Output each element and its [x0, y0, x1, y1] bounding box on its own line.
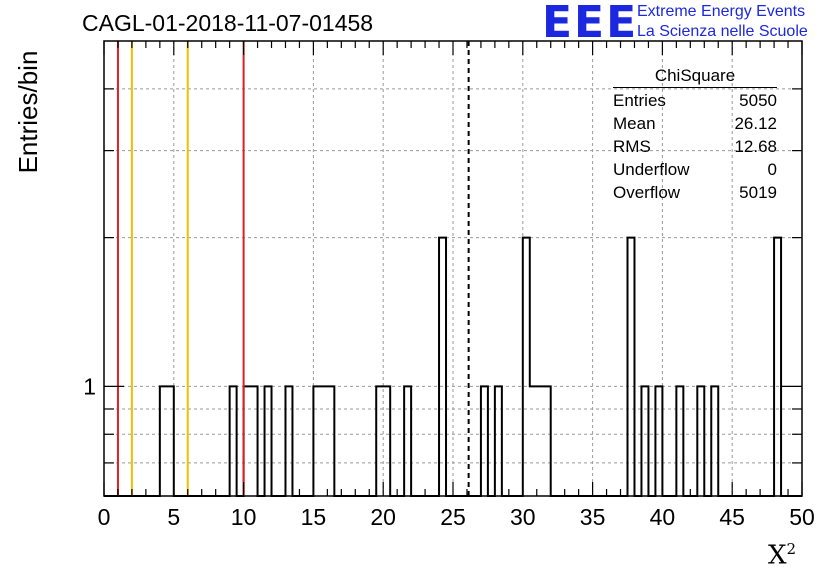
y-tick-label: 1	[83, 373, 96, 399]
histogram-bar	[230, 386, 237, 496]
chart-title: CAGL-01-2018-11-07-01458	[82, 10, 374, 36]
x-axis-label: X2	[768, 540, 796, 571]
logo-line-1: Extreme Energy Events	[637, 3, 806, 20]
stats-value: 0	[767, 160, 777, 179]
stats-value: 26.12	[734, 114, 777, 133]
stats-label: Overflow	[613, 183, 681, 202]
histogram-bar	[251, 386, 258, 496]
stats-label: RMS	[613, 137, 651, 156]
stats-label: Underflow	[613, 160, 690, 179]
stats-row-underflow: Underflow 0	[613, 158, 777, 181]
histogram-bar	[327, 386, 334, 496]
tick-marks	[103, 41, 803, 496]
histogram-bar	[167, 386, 174, 496]
histogram-bar	[404, 386, 411, 496]
reference-lines	[116, 41, 470, 496]
eee-logo: EEE	[542, 0, 639, 48]
histogram-bar	[523, 238, 530, 496]
histogram-bar	[265, 386, 272, 496]
x-tick-label: 40	[650, 504, 676, 530]
histogram-bar	[320, 386, 327, 496]
histogram-bar	[774, 238, 781, 496]
histogram-bar	[313, 386, 320, 496]
histogram-bar	[439, 238, 446, 496]
stats-title: ChiSquare	[613, 66, 777, 88]
x-tick-label: 0	[98, 504, 111, 530]
histogram-bar	[676, 386, 683, 496]
x-tick-label: 45	[719, 504, 745, 530]
histogram-bar	[537, 386, 544, 496]
histogram-bar	[544, 386, 551, 496]
x-axis-label-superscript: 2	[786, 540, 797, 558]
stats-value: 5019	[739, 183, 777, 202]
histogram-bar	[495, 386, 502, 496]
histogram-bar	[711, 386, 718, 496]
x-axis-label-base: X	[768, 540, 787, 571]
histogram-bar	[376, 386, 383, 496]
histogram-bar	[383, 386, 390, 496]
stats-label: Mean	[613, 114, 656, 133]
logo-line-2: La Scienza nelle Scuole	[637, 23, 808, 40]
stats-value: 5050	[739, 91, 777, 110]
stats-box: ChiSquare Entries 5050 Mean 26.12 RMS 12.68…	[613, 66, 777, 204]
x-tick-label: 30	[510, 504, 536, 530]
stats-row-overflow: Overflow 5019	[613, 181, 777, 204]
x-tick-label: 25	[440, 504, 466, 530]
histogram-bar	[160, 386, 167, 496]
y-axis-label: Entries/bin	[13, 50, 43, 174]
stats-value: 12.68	[734, 137, 777, 156]
x-tick-label: 5	[167, 504, 180, 530]
stats-row-entries: Entries 5050	[613, 89, 777, 112]
histogram-bar	[285, 386, 292, 496]
stats-row-rms: RMS 12.68	[613, 135, 777, 158]
x-tick-label: 10	[231, 504, 257, 530]
x-tick-label: 50	[789, 504, 815, 530]
histogram-bar	[481, 386, 488, 496]
x-tick-label: 15	[301, 504, 327, 530]
histogram-bar	[655, 386, 662, 496]
x-tick-label: 35	[580, 504, 606, 530]
histogram-bar	[628, 238, 635, 496]
stats-row-mean: Mean 26.12	[613, 112, 777, 135]
tick-labels: 0 5 10 15 20 25 30 35 40 45 50 1	[83, 373, 815, 530]
histogram-bar	[530, 386, 537, 496]
x-tick-label: 20	[370, 504, 396, 530]
histogram-bar	[641, 386, 648, 496]
stats-label: Entries	[613, 91, 666, 110]
histogram-bar	[697, 386, 704, 496]
histogram-bar	[244, 386, 251, 496]
